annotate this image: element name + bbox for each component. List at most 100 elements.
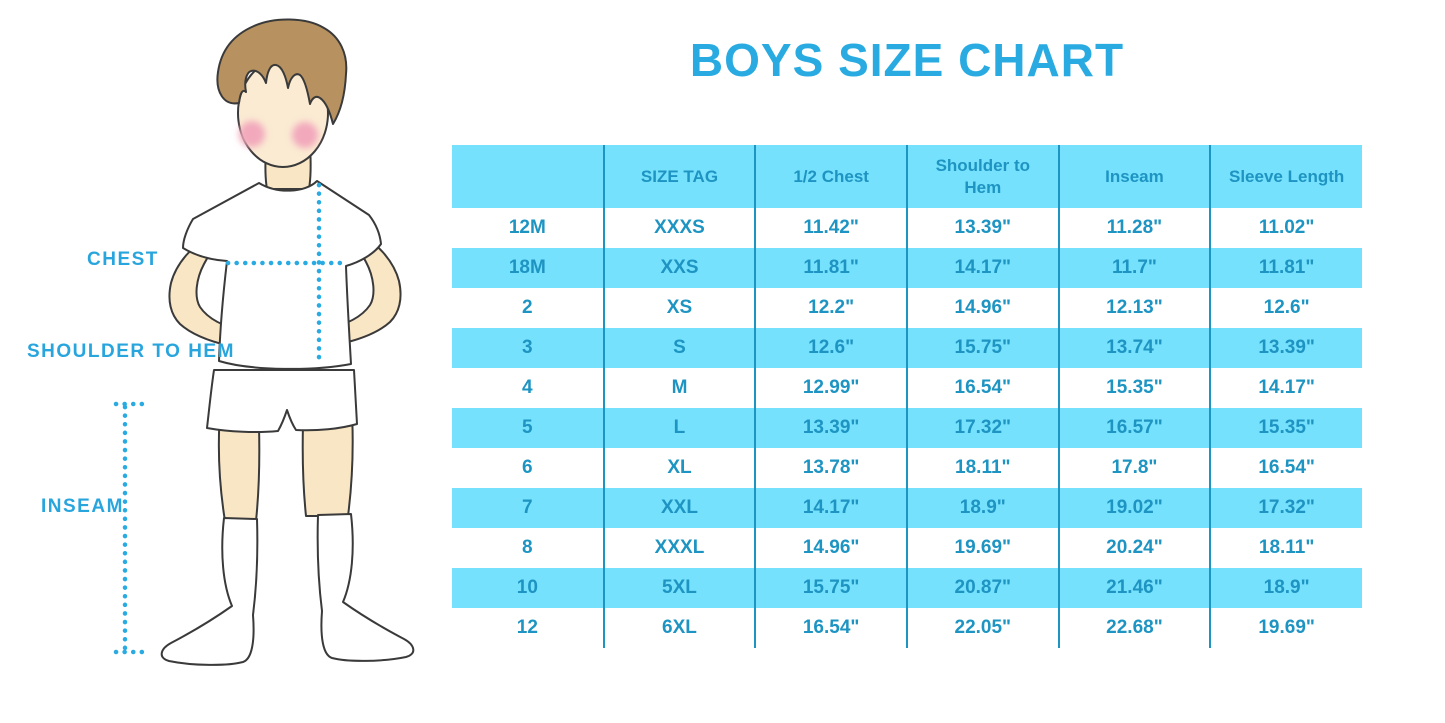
left-sock xyxy=(160,517,259,666)
table-row: 12M XXXS 11.42" 13.39" 11.28" 11.02" xyxy=(452,208,1362,248)
table-cell: 11.02" xyxy=(1209,208,1362,248)
table-row: 8 XXXL 14.96" 19.69" 20.24" 18.11" xyxy=(452,528,1362,568)
table-row: 18M XXS 11.81" 14.17" 11.7" 11.81" xyxy=(452,248,1362,288)
table-cell: 13.74" xyxy=(1057,328,1211,368)
table-cell: 14.96" xyxy=(905,288,1059,328)
shorts xyxy=(206,369,358,433)
table-cell: 17.32" xyxy=(905,408,1059,448)
table-cell: XXS xyxy=(602,248,756,288)
table-cell: 11.42" xyxy=(754,208,907,248)
table-cell: XS xyxy=(602,288,756,328)
table-cell: 11.81" xyxy=(1209,248,1362,288)
table-cell: 20.24" xyxy=(1057,528,1211,568)
table-cell: M xyxy=(602,368,756,408)
table-cell: 17.32" xyxy=(1209,488,1362,528)
right-blush xyxy=(292,122,318,148)
table-cell: 12.6" xyxy=(754,328,907,368)
size-chart-table: SIZE TAG 1/2 Chest Shoulder to Hem Inseam Sl… xyxy=(452,145,1362,648)
table-cell: 6 xyxy=(522,457,533,478)
table-cell: 11.7" xyxy=(1057,248,1211,288)
inseam-label: INSEAM xyxy=(41,496,124,517)
t-shirt xyxy=(182,180,382,370)
left-blush xyxy=(239,121,265,147)
table-cell: 14.17" xyxy=(1209,368,1362,408)
shoulder-to-hem-label: SHOULDER TO HEM xyxy=(27,341,235,362)
column-header: 1/2 Chest xyxy=(754,145,907,208)
table-cell: 12 xyxy=(516,617,538,638)
table-cell: 11.28" xyxy=(1057,208,1211,248)
table-cell: 22.68" xyxy=(1057,608,1211,648)
table-row: 2 XS 12.2" 14.96" 12.13" 12.6" xyxy=(452,288,1362,328)
table-cell: 15.75" xyxy=(754,568,907,608)
table-cell: 13.39" xyxy=(905,208,1059,248)
table-cell: 12.6" xyxy=(1209,288,1362,328)
table-cell: S xyxy=(602,328,756,368)
table-cell: 19.69" xyxy=(1209,608,1362,648)
table-row: 4 M 12.99" 16.54" 15.35" 14.17" xyxy=(452,368,1362,408)
table-cell: 7 xyxy=(452,488,604,528)
table-cell: 6XL xyxy=(602,608,756,648)
table-cell: 12M xyxy=(508,217,546,238)
table-row: 10 5XL 15.75" 20.87" 21.46" 18.9" xyxy=(452,568,1362,608)
table-cell: 12.13" xyxy=(1057,288,1211,328)
table-cell: 14.17" xyxy=(754,488,907,528)
table-cell: XXXL xyxy=(602,528,756,568)
table-row: 12 6XL 16.54" 22.05" 22.68" 19.69" xyxy=(452,608,1362,648)
table-row: 6 XL 13.78" 18.11" 17.8" 16.54" xyxy=(452,448,1362,488)
table-cell: 16.54" xyxy=(754,608,907,648)
table-cell: 5 xyxy=(452,408,604,448)
table-cell: 4 xyxy=(522,377,533,398)
table-cell: 19.02" xyxy=(1057,488,1211,528)
table-cell: 3 xyxy=(452,328,604,368)
table-body: 12M XXXS 11.42" 13.39" 11.28" 11.02" 18M XXS 11.… xyxy=(452,208,1362,648)
table-cell: 13.39" xyxy=(1209,328,1362,368)
table-cell: 15.75" xyxy=(905,328,1059,368)
boy-illustration: CHEST SHOULDER TO HEM INSEAM xyxy=(0,0,460,723)
page-title: BOYS SIZE CHART xyxy=(689,34,1125,86)
table-cell: 18.11" xyxy=(905,448,1059,488)
table-cell: 14.96" xyxy=(754,528,907,568)
boy-figure-svg xyxy=(113,18,415,666)
table-cell: 10 xyxy=(452,568,604,608)
chest-label: CHEST xyxy=(87,249,159,270)
table-cell: 8 xyxy=(522,537,533,558)
table-cell: 12.99" xyxy=(754,368,907,408)
table-cell: 21.46" xyxy=(1057,568,1211,608)
table-cell: 5XL xyxy=(602,568,756,608)
table-row: 3 S 12.6" 15.75" 13.74" 13.39" xyxy=(452,328,1362,368)
column-header: SIZE TAG xyxy=(602,145,756,208)
table-cell: 18.9" xyxy=(905,488,1059,528)
table-cell: XXXS xyxy=(602,208,756,248)
table-cell: 15.35" xyxy=(1057,368,1211,408)
table-row: 5 L 13.39" 17.32" 16.57" 15.35" xyxy=(452,408,1362,448)
table-cell: 16.57" xyxy=(1057,408,1211,448)
table-cell: 12.2" xyxy=(754,288,907,328)
table-cell: 14.17" xyxy=(905,248,1059,288)
column-header xyxy=(452,145,604,208)
table-cell: 15.35" xyxy=(1209,408,1362,448)
table-cell: 16.54" xyxy=(1209,448,1362,488)
table-cell: 18M xyxy=(452,248,604,288)
table-cell: 22.05" xyxy=(905,608,1059,648)
table-cell: L xyxy=(602,408,756,448)
table-cell: XXL xyxy=(602,488,756,528)
table-cell: 13.78" xyxy=(754,448,907,488)
table-cell: 18.11" xyxy=(1209,528,1362,568)
table-cell: 19.69" xyxy=(905,528,1059,568)
column-header: Sleeve Length xyxy=(1209,145,1362,208)
table-cell: 11.81" xyxy=(754,248,907,288)
column-header: Shoulder to Hem xyxy=(905,145,1059,208)
table-cell: XL xyxy=(602,448,756,488)
table-cell: 16.54" xyxy=(905,368,1059,408)
table-cell: 13.39" xyxy=(754,408,907,448)
hair xyxy=(216,18,348,125)
table-header-row: SIZE TAG 1/2 Chest Shoulder to Hem Inseam Sl… xyxy=(452,145,1362,208)
table-row: 7 XXL 14.17" 18.9" 19.02" 17.32" xyxy=(452,488,1362,528)
table-cell: 18.9" xyxy=(1209,568,1362,608)
column-header: Inseam xyxy=(1057,145,1211,208)
table-cell: 17.8" xyxy=(1057,448,1211,488)
table-cell: 20.87" xyxy=(905,568,1059,608)
right-sock xyxy=(316,513,415,662)
table-cell: 2 xyxy=(522,297,533,318)
